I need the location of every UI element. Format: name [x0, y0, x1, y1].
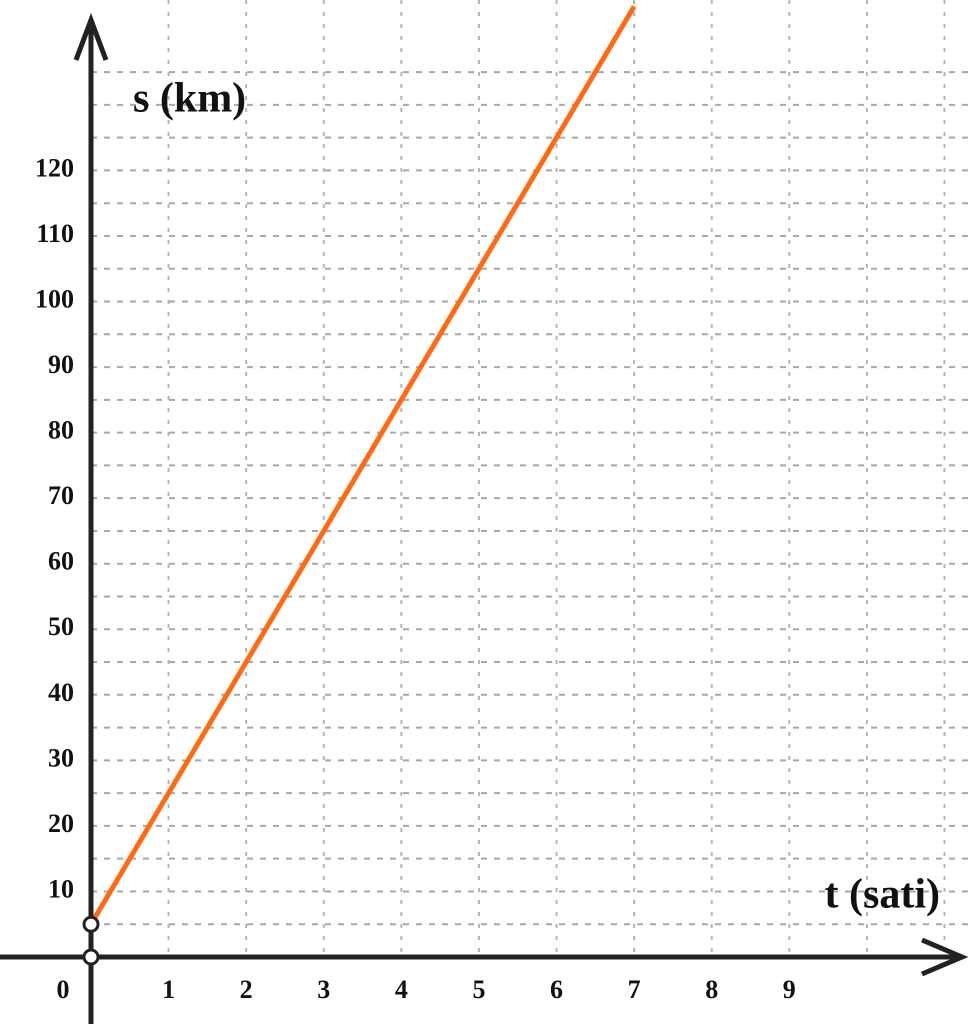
x-tick-label: 6 — [550, 975, 563, 1004]
y-tick-label: 50 — [48, 612, 74, 641]
x-tick-label: 5 — [472, 975, 485, 1004]
y-axis-arrow — [73, 12, 109, 61]
origin-label: 0 — [57, 975, 70, 1004]
y-tick-label: 40 — [48, 678, 74, 707]
grid — [91, 0, 968, 957]
y-tick-label: 30 — [48, 743, 74, 772]
y-tick-label: 100 — [35, 284, 74, 313]
axes — [0, 12, 969, 1024]
x-tick-label: 7 — [628, 975, 641, 1004]
open-point — [82, 915, 100, 933]
x-axis-label: t (sati) — [825, 872, 940, 918]
y-tick-label: 110 — [36, 219, 74, 248]
x-tick-label: 4 — [395, 975, 408, 1004]
y-tick-label: 80 — [48, 416, 74, 445]
y-tick-label: 70 — [48, 481, 74, 510]
x-tick-label: 9 — [783, 975, 796, 1004]
line — [88, 5, 637, 926]
x-tick-label: 8 — [705, 975, 718, 1004]
y-tick-label: 10 — [48, 874, 74, 903]
y-tick-label: 90 — [48, 350, 74, 379]
y-tick-label: 120 — [35, 153, 74, 182]
x-tick-label: 1 — [162, 975, 175, 1004]
open-point — [82, 948, 100, 966]
x-axis-arrow — [921, 937, 969, 977]
x-tick-label: 3 — [317, 975, 330, 1004]
y-axis-label: s (km) — [133, 76, 246, 122]
x-tick-label: 2 — [240, 975, 253, 1004]
y-tick-label: 60 — [48, 547, 74, 576]
y-tick-label: 20 — [48, 809, 74, 838]
